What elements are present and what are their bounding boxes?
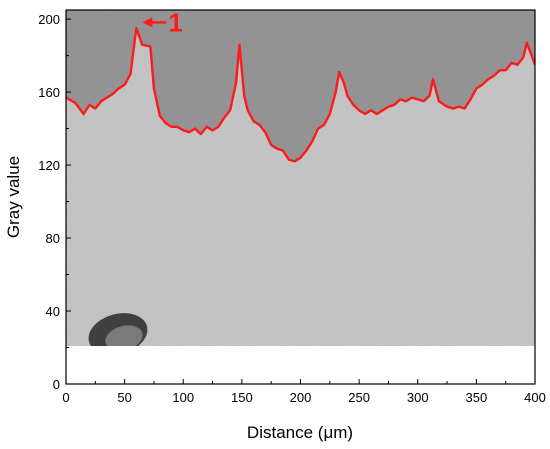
image-bottom-strip — [66, 346, 535, 384]
y-tick-label: 120 — [38, 158, 60, 173]
x-tick-label: 100 — [172, 390, 194, 405]
y-tick-label: 200 — [38, 12, 60, 27]
y-tick-label: 80 — [46, 231, 60, 246]
y-axis: 0 40 80 120 160 200 — [38, 12, 71, 392]
y-tick-label: 40 — [46, 304, 60, 319]
gray-value-line — [66, 27, 535, 163]
annotation-1: 1 — [142, 7, 183, 37]
micrograph-grain — [66, 10, 535, 346]
y-axis-title: Gray value — [4, 156, 23, 238]
x-tick-label: 50 — [117, 390, 131, 405]
micrograph-image — [66, 10, 535, 384]
annotation-arrowhead — [142, 17, 153, 28]
x-tick-label: 0 — [62, 390, 69, 405]
x-tick-label: 150 — [231, 390, 253, 405]
x-tick-label: 350 — [466, 390, 488, 405]
x-tick-label: 250 — [348, 390, 370, 405]
x-tick-label: 200 — [290, 390, 312, 405]
y-tick-label: 0 — [53, 377, 60, 392]
y-tick-label: 160 — [38, 85, 60, 100]
x-tick-label: 300 — [407, 390, 429, 405]
x-tick-label: 400 — [524, 390, 546, 405]
annotation-label: 1 — [168, 7, 182, 37]
x-axis: 0 50 100 150 200 250 300 350 400 — [62, 379, 546, 405]
x-axis-title: Distance (μm) — [247, 423, 353, 442]
micrograph-pore-inner — [105, 325, 143, 351]
